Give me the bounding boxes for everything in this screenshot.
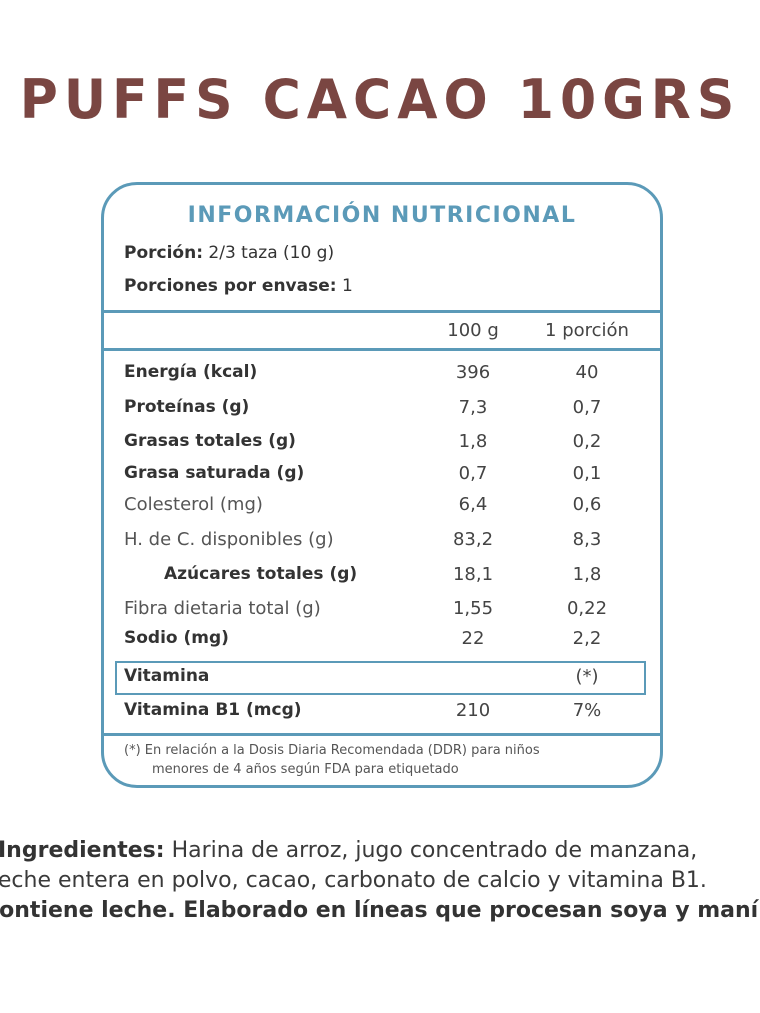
value-100g: 1,55 <box>452 598 494 619</box>
value-100g: 210 <box>455 700 491 721</box>
allergen-statement: Contiene leche. Elaborado en líneas que … <box>0 898 760 923</box>
servings-label: Porciones por envase: <box>124 276 337 296</box>
value-serving: 8,3 <box>572 529 602 550</box>
divider <box>104 348 660 351</box>
nutrient-row: Grasa saturada (g) 0,7 0,1 <box>104 463 660 493</box>
nutrient-name: Fibra dietaria total (g) <box>124 598 321 619</box>
divider <box>104 733 660 736</box>
nutrient-row: Sodio (mg) 22 2,2 <box>104 628 660 658</box>
value-100g: 22 <box>461 628 485 649</box>
footnote: (*) En relación a la Dosis Diaria Recome… <box>124 741 540 779</box>
footnote-line: (*) En relación a la Dosis Diaria Recome… <box>124 743 540 758</box>
divider <box>104 310 660 313</box>
value-serving: 40 <box>575 362 599 383</box>
nutrient-name: Energía (kcal) <box>124 362 258 382</box>
value-serving: 0,7 <box>572 397 602 418</box>
vitamin-header-row: Vitamina (*) <box>104 666 660 696</box>
value-serving: 7% <box>572 700 602 721</box>
value-100g: 7,3 <box>458 397 488 418</box>
value-serving: 0,1 <box>572 463 602 484</box>
nutrient-name: Azúcares totales (g) <box>164 564 358 584</box>
nutrient-name: Sodio (mg) <box>124 628 229 648</box>
nutrient-row: Grasas totales (g) 1,8 0,2 <box>104 431 660 461</box>
vitamin-header-label: Vitamina <box>124 666 210 686</box>
nutrient-row: Fibra dietaria total (g) 1,55 0,22 <box>104 598 660 628</box>
vitamin-header-box <box>115 661 646 695</box>
nutrient-row: Colesterol (mg) 6,4 0,6 <box>104 494 660 524</box>
ingredients-text: Harina de arroz, jugo concentrado de man… <box>171 838 698 863</box>
ingredients-line-1: Ingredientes: Harina de arroz, jugo conc… <box>0 838 697 863</box>
nutrient-name: H. de C. disponibles (g) <box>124 529 334 550</box>
value-100g: 6,4 <box>458 494 488 515</box>
nutrient-name: Grasas totales (g) <box>124 431 296 451</box>
vitamin-header-note: (*) <box>575 666 599 687</box>
nutrient-name: Colesterol (mg) <box>124 494 263 515</box>
serving-size: Porción: 2/3 taza (10 g) <box>124 243 334 263</box>
nutrient-name: Grasa saturada (g) <box>124 463 305 483</box>
column-header-100g: 100 g <box>447 320 499 341</box>
footnote-line: menores de 4 años según FDA para etiquet… <box>152 762 459 777</box>
value-100g: 18,1 <box>452 564 494 585</box>
nutrient-name: Vitamina B1 (mcg) <box>124 700 302 720</box>
nutrition-heading: INFORMACIÓN NUTRICIONAL <box>187 203 577 228</box>
nutrient-row: Proteínas (g) 7,3 0,7 <box>104 397 660 427</box>
nutrient-row: H. de C. disponibles (g) 83,2 8,3 <box>104 529 660 559</box>
product-title: PUFFS CACAO 10GRS <box>19 68 741 132</box>
value-serving: 2,2 <box>572 628 602 649</box>
servings-value: 1 <box>341 276 353 296</box>
serving-value: 2/3 taza (10 g) <box>208 243 335 263</box>
value-100g: 83,2 <box>452 529 494 550</box>
serving-label: Porción: <box>124 243 204 263</box>
column-header-serving: 1 porción <box>545 320 629 341</box>
vitamin-b1-row: Vitamina B1 (mcg) 210 7% <box>104 700 660 730</box>
ingredients-line-2: Leche entera en polvo, cacao, carbonato … <box>0 868 707 893</box>
value-serving: 0,2 <box>572 431 602 452</box>
value-serving: 0,22 <box>566 598 608 619</box>
ingredients-label: Ingredientes: <box>0 838 165 863</box>
value-serving: 1,8 <box>572 564 602 585</box>
value-100g: 396 <box>455 362 491 383</box>
value-serving: 0,6 <box>572 494 602 515</box>
nutrient-name: Proteínas (g) <box>124 397 250 417</box>
nutrition-facts-panel: INFORMACIÓN NUTRICIONAL Porción: 2/3 taz… <box>101 182 663 788</box>
value-100g: 0,7 <box>458 463 488 484</box>
value-100g: 1,8 <box>458 431 488 452</box>
servings-per-container: Porciones por envase: 1 <box>124 276 353 296</box>
nutrient-row: Energía (kcal) 396 40 <box>104 362 660 392</box>
nutrient-row: Azúcares totales (g) 18,1 1,8 <box>104 564 660 594</box>
